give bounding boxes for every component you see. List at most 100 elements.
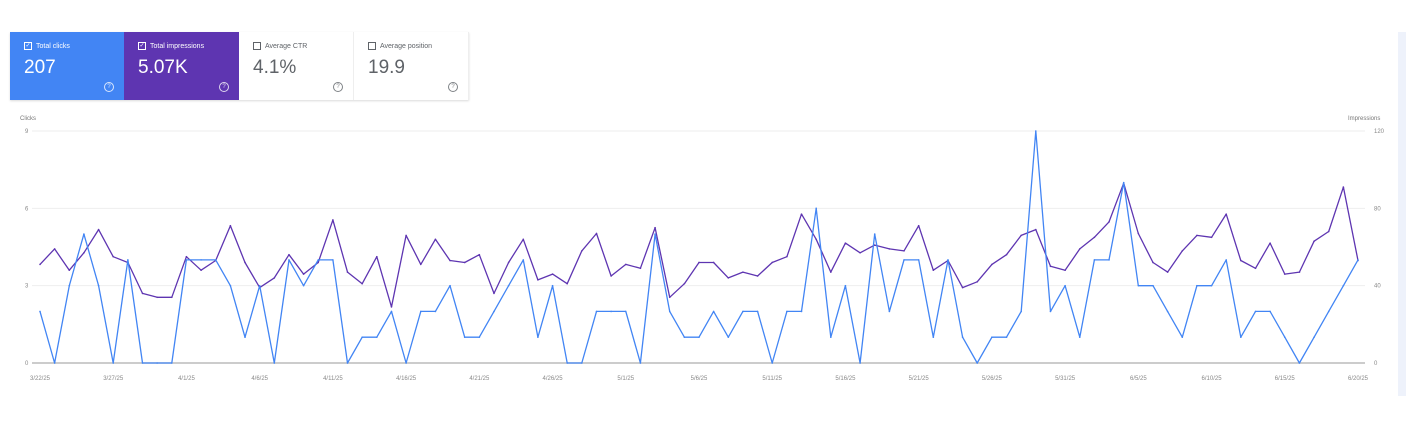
x-tick-label: 6/20/25 [1348, 376, 1369, 382]
data-point-clicks [83, 233, 85, 235]
data-point-clicks [844, 284, 847, 287]
left-tick-label: 9 [25, 129, 29, 135]
data-point-clicks [229, 284, 232, 287]
data-point-impressions [156, 296, 158, 299]
data-point-impressions [1078, 248, 1081, 250]
data-point-clicks [859, 362, 861, 364]
data-point-impressions [376, 255, 378, 258]
data-point-impressions [1035, 228, 1037, 231]
left-axis-title: Clicks [20, 116, 36, 122]
data-point-impressions [668, 296, 671, 299]
help-circle-icon[interactable]: ? [104, 82, 114, 92]
data-point-impressions [903, 250, 905, 252]
data-point-impressions [39, 263, 41, 266]
check-box-outline-icon[interactable] [368, 42, 376, 50]
average-ctr-card[interactable]: Average CTR 4.1% ? [239, 32, 354, 100]
data-point-impressions [1005, 253, 1008, 256]
data-point-impressions [522, 238, 525, 241]
card-label: Total clicks [36, 42, 70, 50]
data-point-clicks [1137, 284, 1140, 287]
x-tick-label: 6/5/25 [1130, 376, 1147, 382]
data-point-clicks [756, 310, 759, 313]
data-point-impressions [888, 248, 891, 250]
data-point-impressions [1196, 234, 1198, 237]
left-tick-label: 0 [25, 361, 29, 367]
data-point-clicks [1327, 310, 1330, 313]
help-circle-icon[interactable]: ? [333, 82, 343, 92]
data-point-clicks [1240, 336, 1242, 339]
data-point-impressions [991, 263, 993, 266]
data-point-impressions [1283, 273, 1286, 275]
data-point-clicks [53, 362, 56, 364]
scrollbar[interactable] [1398, 32, 1406, 396]
data-point-impressions [478, 253, 481, 256]
total-impressions-card[interactable]: ✓ Total impressions 5.07K ? [124, 32, 239, 100]
data-point-impressions [1064, 269, 1066, 272]
data-point-impressions [1254, 267, 1257, 270]
data-point-impressions [932, 269, 935, 272]
data-point-impressions [537, 279, 539, 281]
data-point-impressions [859, 252, 861, 254]
data-point-impressions [68, 269, 71, 272]
data-point-clicks [317, 259, 320, 261]
x-tick-label: 5/31/25 [1055, 376, 1076, 382]
data-point-clicks [68, 284, 71, 287]
data-point-clicks [332, 259, 334, 261]
data-point-impressions [1313, 240, 1315, 242]
data-point-clicks [947, 259, 949, 261]
data-point-impressions [1093, 236, 1096, 239]
data-point-impressions [317, 261, 320, 264]
data-point-impressions [639, 267, 642, 270]
data-point-clicks [961, 336, 964, 339]
check-box-icon[interactable]: ✓ [24, 42, 32, 50]
data-point-clicks [1254, 310, 1257, 313]
data-point-clicks [302, 284, 305, 287]
average-position-card[interactable]: Average position 19.9 ? [354, 32, 469, 100]
card-value: 19.9 [368, 57, 405, 78]
data-point-impressions [873, 244, 876, 246]
data-point-impressions [83, 252, 85, 254]
data-point-clicks [1005, 336, 1008, 339]
card-value: 5.07K [138, 57, 188, 78]
data-point-impressions [1152, 261, 1154, 264]
check-box-icon[interactable]: ✓ [138, 42, 146, 50]
data-point-impressions [332, 219, 334, 221]
data-point-clicks [171, 362, 173, 364]
data-point-clicks [698, 336, 700, 339]
data-point-clicks [566, 362, 568, 364]
data-point-clicks [97, 284, 100, 287]
data-point-impressions [712, 261, 715, 264]
data-point-impressions [581, 250, 583, 252]
data-point-clicks [581, 362, 583, 364]
data-point-clicks [258, 284, 261, 287]
data-point-impressions [771, 261, 774, 264]
data-point-clicks [976, 362, 979, 364]
card-value: 4.1% [253, 57, 297, 78]
data-point-clicks [1357, 259, 1359, 261]
x-tick-label: 5/16/25 [835, 376, 856, 382]
data-point-clicks [346, 362, 349, 364]
data-point-clicks [1064, 284, 1066, 287]
total-clicks-card[interactable]: ✓ Total clicks 207 ? [10, 32, 124, 100]
help-circle-icon[interactable]: ? [219, 82, 229, 92]
help-circle-icon[interactable]: ? [448, 82, 458, 92]
data-point-impressions [493, 292, 495, 295]
card-label: Total impressions [150, 42, 205, 50]
data-point-clicks [551, 284, 554, 287]
data-point-impressions [683, 282, 686, 285]
data-point-clicks [214, 259, 217, 261]
x-tick-label: 6/15/25 [1275, 376, 1296, 382]
data-point-impressions [200, 269, 202, 272]
data-point-clicks [991, 336, 993, 339]
data-point-clicks [830, 336, 832, 339]
x-tick-label: 4/11/25 [323, 376, 343, 382]
data-point-impressions [1240, 259, 1242, 262]
data-point-impressions [434, 238, 437, 241]
card-label: Average CTR [265, 42, 308, 50]
data-point-impressions [800, 213, 803, 215]
data-point-impressions [141, 292, 144, 295]
check-box-outline-icon[interactable] [253, 42, 261, 50]
data-point-clicks [932, 336, 935, 339]
data-point-clicks [624, 310, 627, 313]
data-point-clicks [376, 336, 378, 339]
